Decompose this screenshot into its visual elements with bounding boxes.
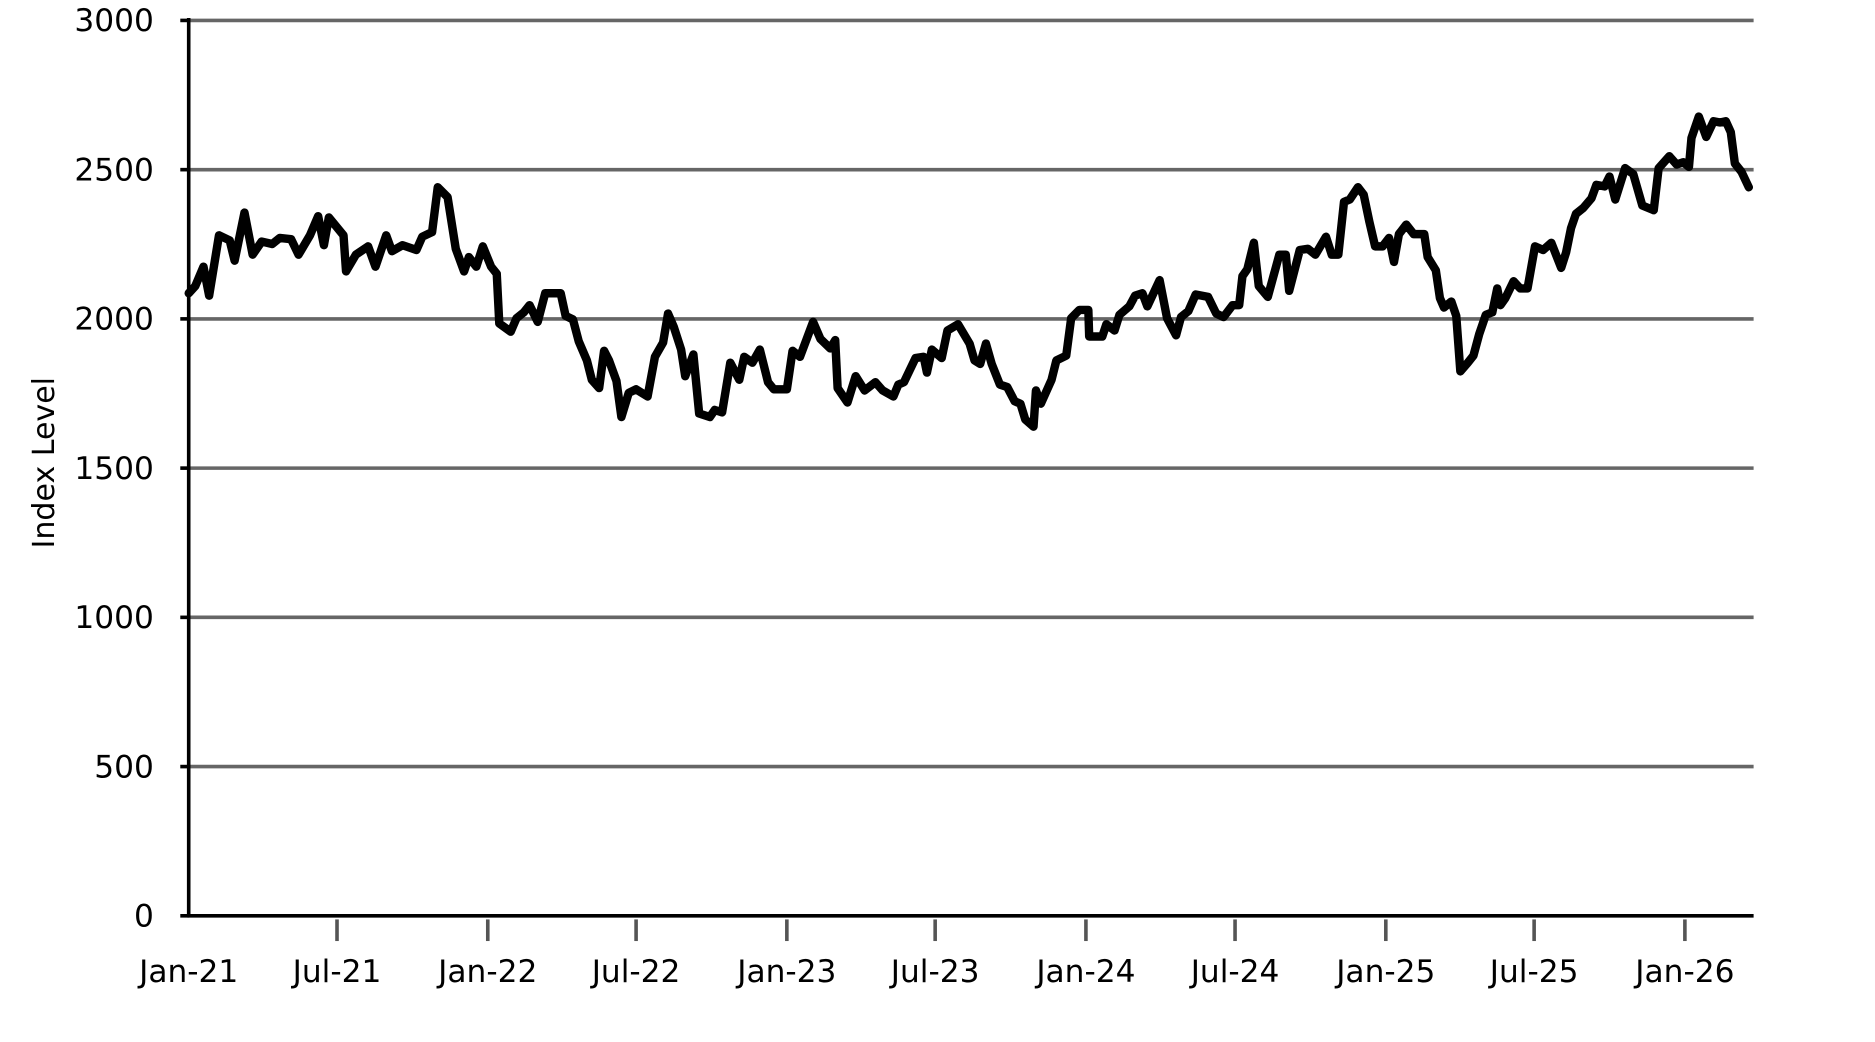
x-tick-label: Jul-25: [1488, 954, 1579, 990]
x-tick-label: Jul-24: [1189, 954, 1280, 990]
y-tick-label: 2000: [74, 302, 154, 338]
y-tick-label: 500: [94, 749, 154, 785]
x-axis-ticks: Jan-21 Jul-21 Jan-22 Jul-22 Jan-23 Jul-23 Jan-…: [137, 919, 1734, 990]
x-tick-label: Jul-23: [889, 954, 980, 990]
x-tick-label: Jul-22: [590, 954, 681, 990]
y-tick-label: 2500: [74, 152, 154, 188]
x-tick-label: Jan-23: [735, 954, 836, 990]
x-tick-label: Jan-26: [1633, 954, 1734, 990]
x-tick-label: Jan-21: [137, 954, 238, 990]
x-tick-label: Jul-21: [291, 954, 382, 990]
x-tick-label: Jan-22: [436, 954, 537, 990]
y-axis-ticks: 0 500 1000 1500 2000 2500 3000: [74, 3, 189, 935]
x-tick-label: Jan-25: [1334, 954, 1435, 990]
y-axis-label: Index Level: [27, 377, 62, 548]
gridlines: [188, 18, 1754, 769]
x-tick-label: Jan-24: [1034, 954, 1135, 990]
y-tick-label: 3000: [74, 3, 154, 39]
y-tick-label: 1000: [74, 600, 154, 636]
y-tick-label: 0: [134, 899, 154, 935]
y-tick-label: 1500: [74, 451, 154, 487]
series-line: [184, 112, 1754, 431]
